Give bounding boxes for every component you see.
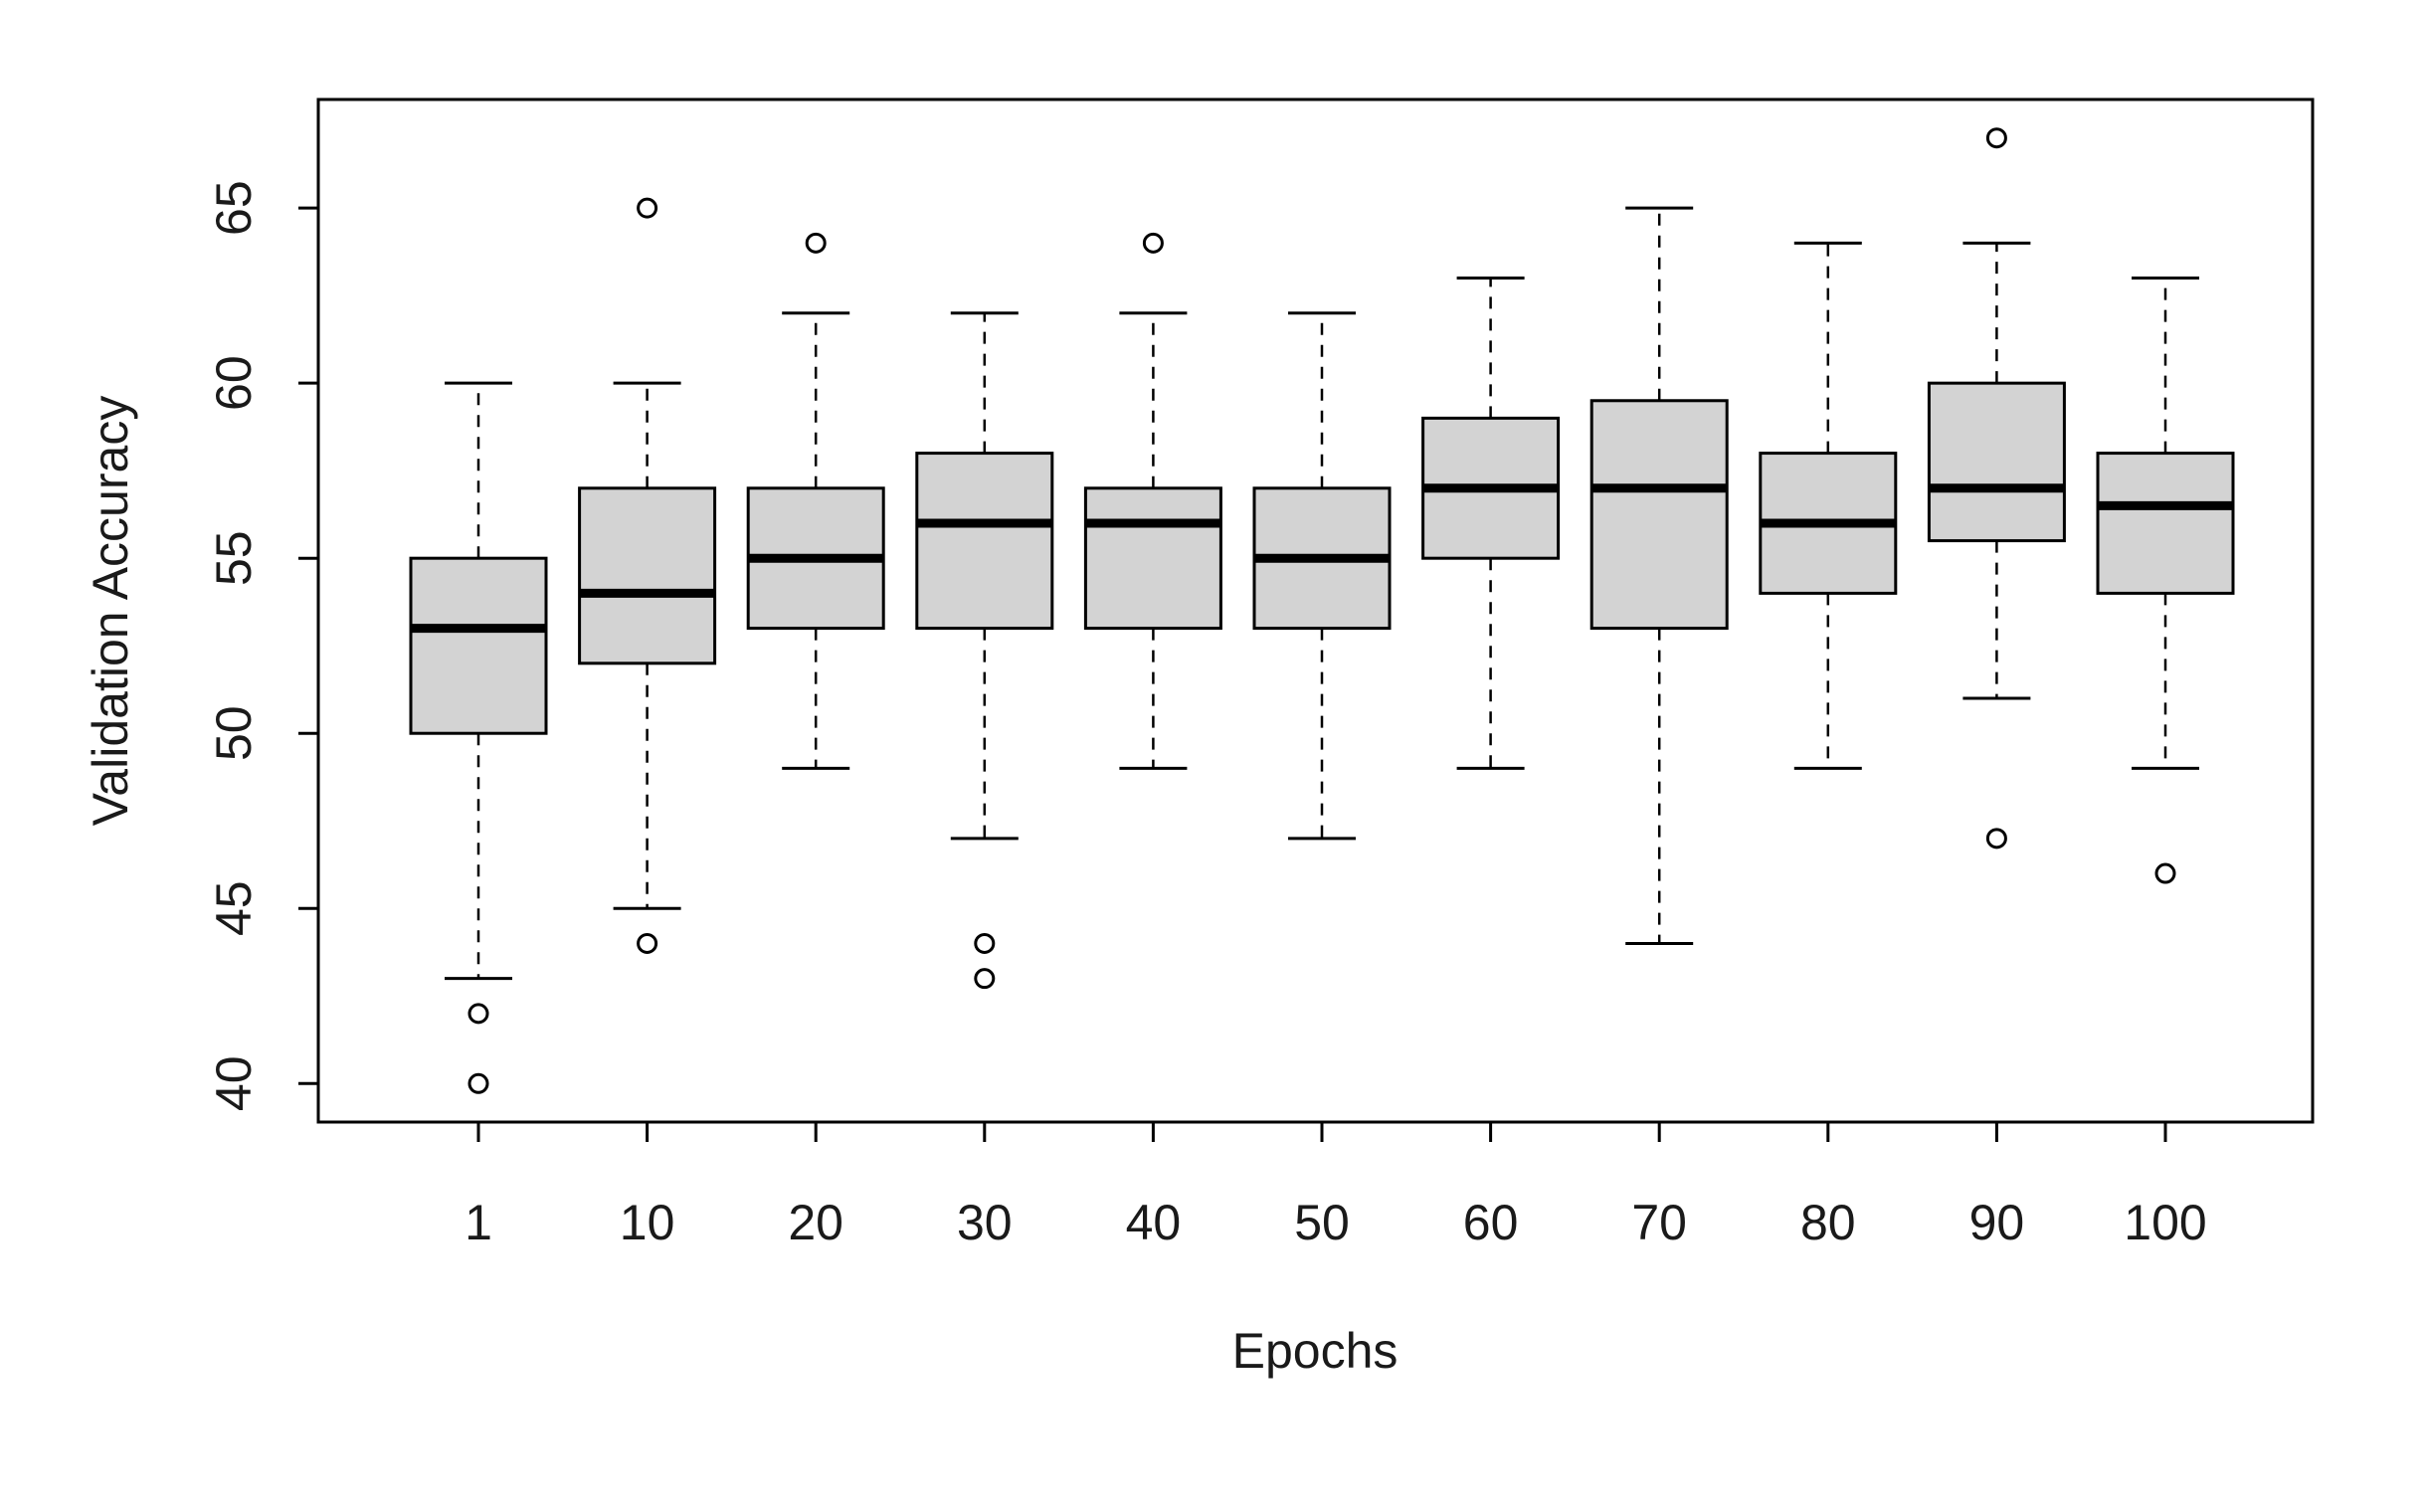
box-group [1589, 206, 1729, 945]
y-tick-label: 55 [206, 530, 262, 586]
y-tick-label: 65 [206, 180, 262, 236]
x-tick-label: 1 [465, 1195, 492, 1250]
box-group [1421, 277, 1561, 770]
x-tick-label: 40 [1126, 1195, 1182, 1250]
x-tick-label: 50 [1294, 1195, 1350, 1250]
outlier-point [467, 1003, 489, 1025]
x-tick-label: 30 [957, 1195, 1013, 1250]
boxes-layer [409, 127, 2235, 1094]
box-group [2096, 277, 2235, 884]
box-iqr [1589, 399, 1729, 631]
box-group [409, 381, 548, 1094]
x-tick-label: 10 [620, 1195, 675, 1250]
box-group [746, 232, 885, 770]
y-tick-label: 60 [206, 355, 262, 411]
outlier-point [1985, 828, 2007, 850]
y-tick-label: 45 [206, 880, 262, 936]
plot-frame [316, 97, 2315, 1124]
box-group [1252, 311, 1392, 841]
outlier-point [1142, 232, 1164, 254]
outlier-point [1985, 127, 2007, 149]
x-tick-label: 70 [1631, 1195, 1687, 1250]
x-tick-label: 20 [788, 1195, 843, 1250]
box-iqr [409, 556, 548, 735]
outlier-point [974, 968, 996, 990]
box-group [1759, 241, 1898, 770]
box-group [578, 197, 717, 954]
outlier-point [974, 932, 996, 954]
outlier-point [467, 1072, 489, 1094]
box-iqr [1083, 486, 1222, 631]
outlier-point [2154, 862, 2176, 884]
box-group [915, 311, 1054, 990]
x-axis: 1 10 20 30 40 50 60 70 80 90 100 [465, 1122, 2207, 1250]
box-group [1927, 127, 2066, 850]
outlier-point [637, 932, 658, 954]
x-tick-label: 60 [1463, 1195, 1519, 1250]
box-group [1083, 232, 1222, 770]
y-tick-label: 50 [206, 705, 262, 761]
box-iqr [2096, 452, 2235, 595]
outlier-point [637, 197, 658, 219]
y-tick-label: 40 [206, 1055, 262, 1111]
outlier-point [805, 232, 827, 254]
y-axis-title: Validation Accuracy [83, 396, 138, 827]
y-axis: 40 45 50 55 60 65 [206, 180, 318, 1111]
box-iqr [915, 452, 1054, 631]
box-iqr [578, 486, 717, 665]
x-axis-title: Epochs [1232, 1323, 1399, 1379]
x-tick-label: 90 [1969, 1195, 2025, 1250]
box-iqr [1927, 381, 2066, 543]
x-tick-label: 100 [2124, 1195, 2206, 1250]
x-tick-label: 80 [1800, 1195, 1856, 1250]
